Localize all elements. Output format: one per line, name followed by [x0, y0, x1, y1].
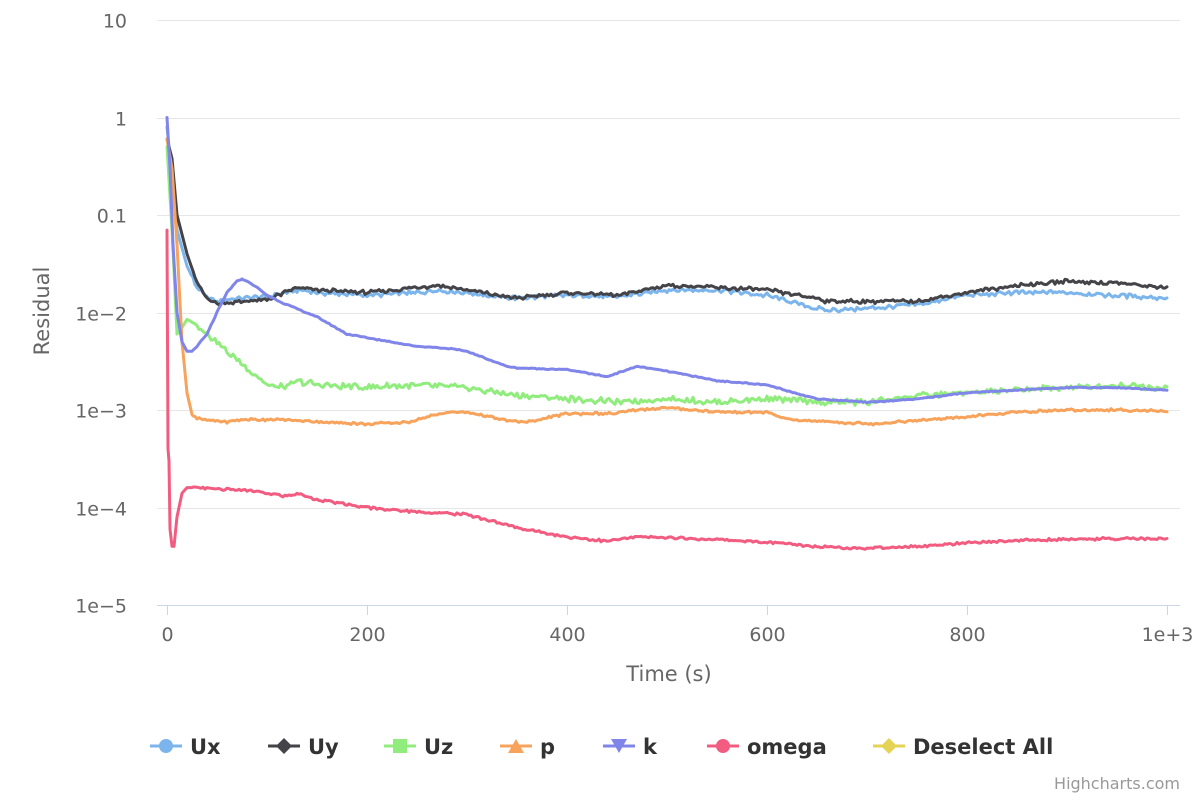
- circle-marker-icon: [159, 739, 173, 753]
- y-tick-label: 10: [103, 11, 127, 33]
- diamond-marker-icon: [276, 738, 292, 754]
- plot-area: [165, 116, 1169, 551]
- axes: 10 1 0.1 1e−2 1e−3 1e−4 1e−5 0 200 400 600 800 1e+3: [75, 11, 1193, 647]
- legend-item-ux[interactable]: Ux: [150, 735, 221, 759]
- y-tick-label: 1e−2: [75, 304, 127, 326]
- x-tick-label: 800: [949, 624, 985, 646]
- y-axis-title: Residual: [30, 267, 54, 356]
- x-axis-title: Time (s): [625, 662, 711, 686]
- series-line-k[interactable]: [165, 116, 1169, 405]
- x-tick-label: 400: [549, 624, 585, 646]
- y-tick-label: 1e−5: [75, 596, 127, 618]
- series-line-omega[interactable]: [165, 228, 1169, 551]
- legend-label: k: [643, 735, 658, 759]
- series-line-p[interactable]: [165, 137, 1169, 427]
- legend-item-deselect-all[interactable]: Deselect All: [873, 735, 1053, 759]
- y-tick-label: 1e−3: [75, 401, 127, 423]
- series-line-uy[interactable]: [165, 137, 1169, 307]
- triangle-down-marker-icon: [611, 739, 627, 753]
- x-tick-label: 600: [749, 624, 785, 646]
- x-tick-label: 200: [349, 624, 385, 646]
- legend-item-p[interactable]: p: [500, 735, 555, 759]
- legend-label: omega: [747, 735, 827, 759]
- diamond-marker-icon: [881, 738, 897, 754]
- series-line-uz[interactable]: [165, 145, 1169, 407]
- legend-label: p: [540, 735, 555, 759]
- legend: Ux Uy Uz p k omega Deselect All: [150, 735, 1053, 759]
- y-tick-label: 1: [115, 109, 127, 131]
- legend-label: Uy: [308, 735, 339, 759]
- legend-label: Uz: [424, 735, 453, 759]
- triangle-marker-icon: [508, 739, 524, 753]
- legend-label: Deselect All: [913, 735, 1053, 759]
- x-tick-label: 1e+3: [1142, 624, 1194, 646]
- legend-item-uz[interactable]: Uz: [384, 735, 453, 759]
- x-tick-label: 0: [161, 624, 173, 646]
- square-marker-icon: [393, 739, 407, 753]
- legend-item-k[interactable]: k: [603, 735, 658, 759]
- circle-marker-icon: [716, 739, 730, 753]
- y-tick-label: 0.1: [97, 206, 127, 228]
- y-tick-label: 1e−4: [75, 499, 127, 521]
- legend-item-omega[interactable]: omega: [707, 735, 827, 759]
- legend-label: Ux: [190, 735, 221, 759]
- legend-item-uy[interactable]: Uy: [268, 735, 339, 759]
- credits-link[interactable]: Highcharts.com: [1054, 774, 1180, 793]
